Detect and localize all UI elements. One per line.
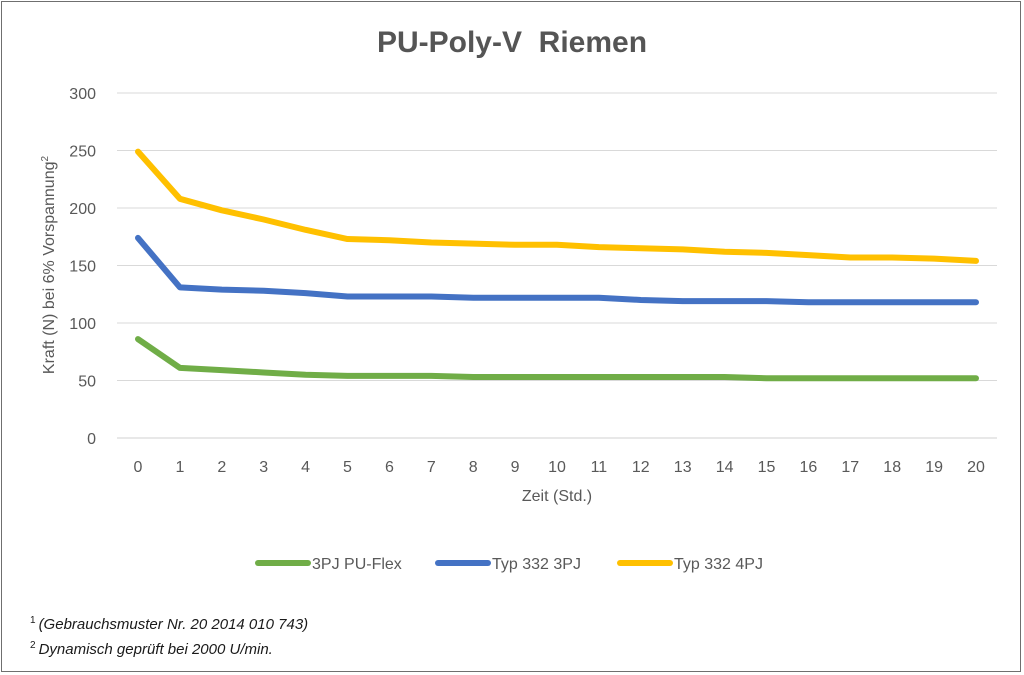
x-tick-label-5: 5 <box>343 459 352 476</box>
series-line-2 <box>135 234 979 306</box>
legend-label-1: 3PJ PU-Flex <box>312 556 402 573</box>
legend-label-2: Typ 332 3PJ <box>492 556 581 573</box>
footnote-2-marker: 2 <box>30 640 36 651</box>
series-line-3 <box>135 148 979 264</box>
x-tick-label-13: 13 <box>674 459 692 476</box>
x-tick-label-19: 19 <box>925 459 943 476</box>
x-tick-label-2: 2 <box>217 459 226 476</box>
y-tick-label-50: 50 <box>78 374 96 391</box>
x-tick-label-9: 9 <box>511 459 520 476</box>
x-tick-label-1: 1 <box>175 459 184 476</box>
x-tick-label-17: 17 <box>841 459 859 476</box>
footnote-2: 2 Dynamisch geprüft bei 2000 U/min. <box>30 635 308 660</box>
x-tick-label-8: 8 <box>469 459 478 476</box>
legend-label-3: Typ 332 4PJ <box>674 556 763 573</box>
x-tick-label-16: 16 <box>800 459 818 476</box>
footnote-1-text: (Gebrauchsmuster Nr. 20 2014 010 743) <box>38 616 309 633</box>
x-tick-label-10: 10 <box>548 459 566 476</box>
x-axis-label: Zeit (Std.) <box>522 488 592 505</box>
y-axis-label: Kraft (N) bei 6% Vorspannung2 <box>40 156 58 375</box>
x-tick-label-15: 15 <box>758 459 776 476</box>
x-tick-label-4: 4 <box>301 459 310 476</box>
chart-title: PU-Poly-V Riemen <box>377 26 647 59</box>
y-tick-label-150: 150 <box>69 259 96 276</box>
y-tick-label-100: 100 <box>69 316 96 333</box>
x-tick-label-14: 14 <box>716 459 734 476</box>
legend-item-1: 3PJ PU-Flex <box>255 556 402 573</box>
y-axis-label-text: Kraft (N) bei 6% Vorspannung <box>41 162 58 375</box>
gridlines <box>117 92 997 439</box>
y-tick-label-300: 300 <box>69 86 96 103</box>
footnote-1-marker: 1 <box>30 615 36 626</box>
y-tick-label-200: 200 <box>69 201 96 218</box>
y-axis-label-superscript: 2 <box>40 156 51 162</box>
x-axis-ticks: 0 1 2 3 4 5 6 7 8 9 10 11 12 13 14 15 16 17 18 19 20 <box>134 459 985 476</box>
x-tick-label-12: 12 <box>632 459 650 476</box>
x-tick-label-3: 3 <box>259 459 268 476</box>
legend: 3PJ PU-Flex Typ 332 3PJ Typ 332 4PJ <box>255 556 763 573</box>
y-axis-ticks: 0 50 100 150 200 250 300 <box>69 86 96 448</box>
series-lines <box>135 148 979 382</box>
footnote-1: 1 (Gebrauchsmuster Nr. 20 2014 010 743) <box>30 610 308 635</box>
x-tick-label-0: 0 <box>134 459 143 476</box>
y-tick-label-250: 250 <box>69 144 96 161</box>
x-tick-label-18: 18 <box>883 459 901 476</box>
legend-item-3: Typ 332 4PJ <box>617 556 763 573</box>
legend-item-2: Typ 332 3PJ <box>435 556 581 573</box>
y-tick-label-0: 0 <box>87 431 96 448</box>
footnotes: 1 (Gebrauchsmuster Nr. 20 2014 010 743) 2… <box>30 610 308 660</box>
x-tick-label-20: 20 <box>967 459 985 476</box>
x-tick-label-7: 7 <box>427 459 436 476</box>
series-line-1 <box>135 336 979 382</box>
footnote-2-text: Dynamisch geprüft bei 2000 U/min. <box>38 641 273 658</box>
x-tick-label-11: 11 <box>591 459 608 476</box>
x-tick-label-6: 6 <box>385 459 394 476</box>
